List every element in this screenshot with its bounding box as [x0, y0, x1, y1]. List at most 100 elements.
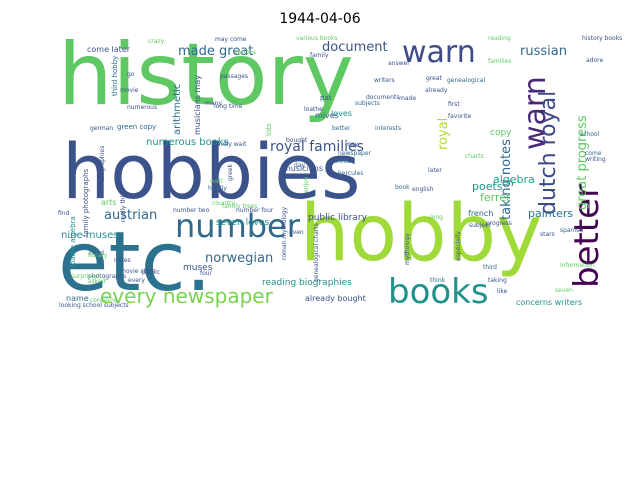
word-trees: trees	[335, 158, 350, 165]
word-reading-biographies: reading biographies	[262, 278, 352, 288]
word-subjects: subjects	[355, 100, 380, 107]
word-may: may	[345, 141, 359, 148]
word-loathe-algebra: loathe algebra	[69, 216, 77, 267]
word-ferret: ferret	[480, 191, 511, 204]
word-document: document	[322, 40, 388, 55]
word-looking-school-subjects: looking school subjects	[59, 302, 129, 309]
word-better: better	[332, 125, 351, 132]
word-answer: answer	[388, 60, 410, 67]
word-books: books	[388, 272, 489, 312]
word-genealogical-charts: genealogical charts	[313, 223, 320, 282]
word-reading: reading	[488, 35, 511, 42]
word-every-newspaper: every newspaper	[100, 284, 274, 308]
word-many: many	[205, 100, 222, 107]
word-first: first	[448, 101, 460, 108]
word-photographs: photographs	[88, 273, 126, 280]
word-hardly: hardly	[208, 185, 227, 192]
word-movie: movie	[120, 87, 139, 94]
word-algebra: algebra	[493, 173, 535, 186]
word-family: family	[310, 52, 329, 59]
word-progress: progress	[486, 220, 512, 227]
word-better: better	[567, 184, 607, 288]
word-day: day	[294, 162, 305, 169]
word-enjoy: enjoy	[303, 176, 310, 193]
word-great-progress: great progress	[575, 115, 590, 210]
word-cloud-background	[43, 36, 605, 312]
word-surprised: surprised	[71, 273, 99, 280]
word-already: already	[425, 87, 448, 94]
word-third-hobby: third hobby	[111, 56, 119, 96]
word-concerns-writers: concerns writers	[516, 298, 582, 307]
word-taking: taking	[488, 277, 507, 284]
word-taking-notes: taking notes	[499, 139, 514, 220]
word-come-later: come later	[87, 45, 131, 54]
word-wait: wait	[210, 178, 223, 185]
word-royal-families: royal families	[270, 139, 364, 155]
word-public-library: public library	[308, 213, 368, 223]
word-history-books: history books	[582, 35, 622, 42]
word-hardly-wait: hardly wait	[213, 141, 247, 148]
word-mives: mives	[315, 111, 339, 120]
word-loves: loves	[331, 109, 352, 118]
word-russian: russian	[520, 44, 567, 59]
word-families: families	[488, 58, 511, 65]
word-long-time: long time	[214, 103, 243, 110]
word-austrian: austrian	[104, 208, 157, 223]
word-etc-: etc.	[58, 215, 212, 310]
word-asked: asked	[88, 278, 106, 285]
word-need: need	[89, 250, 104, 257]
word-spanish: spanish	[560, 227, 583, 234]
word-poets: poets	[472, 180, 503, 193]
word-seven: seven	[555, 287, 573, 294]
word-passages: passages	[220, 73, 248, 80]
word-family-photographs: family photographs	[82, 168, 90, 237]
word-newspaper: newspaper	[338, 150, 372, 157]
word-country: country	[212, 200, 235, 207]
word-writing: writing	[585, 156, 606, 163]
word-charts: charts	[465, 153, 484, 160]
word-documents: documents	[366, 94, 399, 101]
word-school: school	[580, 131, 600, 138]
word-genealogical: genealogical	[447, 77, 485, 84]
word-writers: writers	[374, 77, 395, 84]
word-interests: interests	[375, 125, 401, 132]
word-mythology: mythology	[404, 233, 411, 265]
word-especially: especially	[455, 231, 462, 261]
word-think: think	[430, 277, 446, 284]
chart-title: 1944-04-06	[279, 11, 361, 27]
word-find: find	[58, 210, 70, 217]
word-painters: painters	[528, 207, 573, 220]
word-adore: adore	[586, 57, 603, 64]
word-movie-stars: movie stars	[120, 268, 155, 275]
word-concerns: concerns	[90, 297, 117, 304]
word-arts: arts	[101, 198, 117, 207]
word-various: various	[234, 49, 256, 56]
word-dutch-royal: dutch royal	[536, 91, 561, 215]
word-biographies: biographies	[99, 146, 106, 181]
word-name: name	[66, 294, 89, 303]
word-book: book	[395, 184, 410, 191]
word-number-four: number four	[236, 207, 274, 214]
word-musicians: musicians	[283, 164, 323, 173]
word-favorite: favorite	[448, 113, 471, 120]
word-library: library	[88, 252, 108, 259]
word-stars: stars	[540, 231, 555, 238]
word-great: great	[426, 75, 443, 82]
word-roman-mythology: roman mythology	[281, 206, 288, 260]
word-come: come	[585, 150, 602, 157]
word-made: made	[399, 95, 416, 102]
word-copy: copy	[490, 128, 512, 138]
word-numerous: numerous	[127, 104, 157, 111]
word-hercules: hercules	[338, 170, 363, 177]
word-norwegian: norwegian	[205, 251, 273, 266]
word-hobbies: hobbies	[62, 127, 361, 216]
word-hobby: hobby	[300, 189, 542, 279]
word-information: information	[560, 262, 595, 269]
word-subject: subject	[469, 222, 491, 229]
word-really-think: really think	[120, 188, 127, 222]
word-number-two: number two	[173, 207, 210, 214]
word-number: number	[175, 207, 301, 245]
word-family-trees: family trees	[222, 203, 258, 210]
